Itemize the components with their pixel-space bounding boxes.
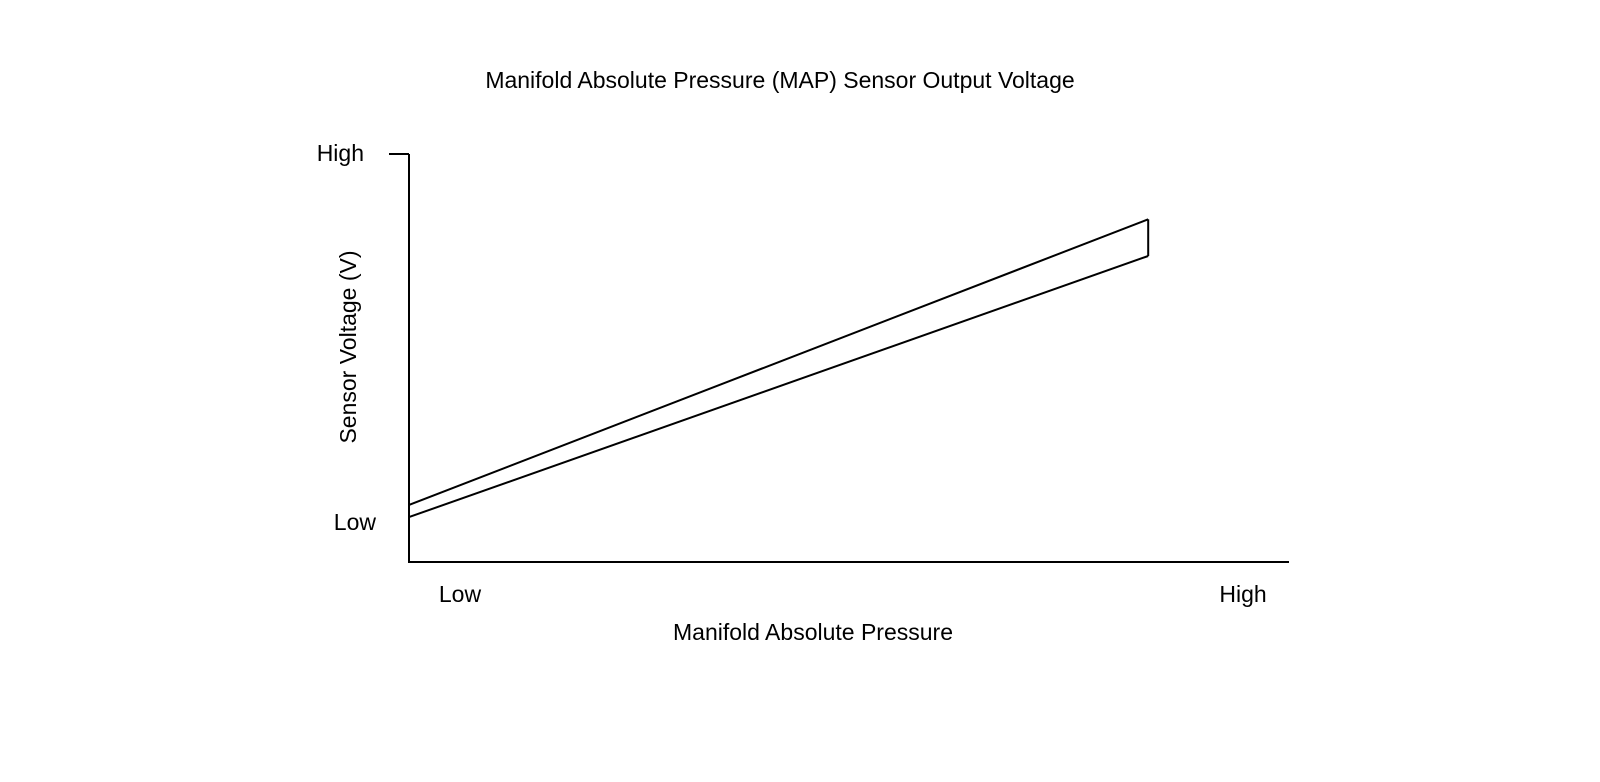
chart-title: Manifold Absolute Pressure (MAP) Sensor …: [485, 67, 1074, 93]
x-tick-label-high: High: [1219, 581, 1266, 607]
x-tick-label-low: Low: [439, 581, 482, 607]
y-tick-label-low: Low: [334, 509, 377, 535]
x-axis-label: Manifold Absolute Pressure: [673, 619, 953, 645]
y-axis-label: Sensor Voltage (V): [335, 250, 361, 443]
lower-limit-line: [408, 255, 1149, 519]
y-tick-label-high: High: [317, 140, 364, 166]
upper-limit-line: [408, 218, 1149, 506]
series-layer: [408, 218, 1150, 519]
